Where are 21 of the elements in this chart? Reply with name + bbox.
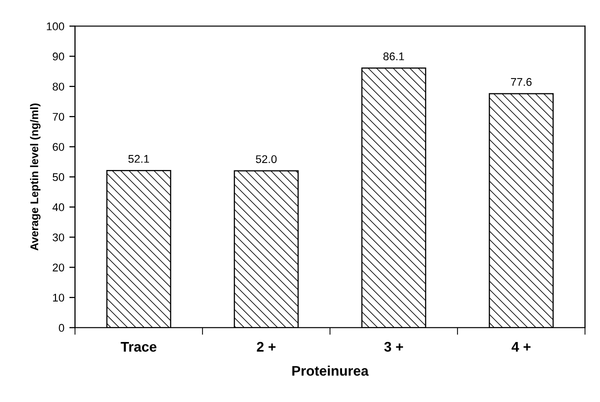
data-label: 52.0 — [256, 155, 277, 164]
y-tick-label: 90 — [52, 52, 64, 60]
data-label: 77.6 — [511, 78, 532, 86]
y-axis-title: Average Leptin level (ng/ml) — [30, 104, 40, 250]
y-tick-label: 60 — [52, 142, 64, 151]
x-tick-label: 3 + — [384, 342, 404, 352]
y-tick-label: 30 — [52, 233, 64, 242]
y-tick-label: 80 — [52, 82, 64, 91]
x-tick-label: 4 + — [512, 342, 531, 352]
y-tick-label: 10 — [53, 294, 64, 302]
data-label: 86.1 — [383, 52, 404, 60]
y-tick-label: 100 — [46, 22, 64, 30]
x-tick-label: Trace — [120, 342, 156, 352]
x-axis-title: Proteinurea — [292, 366, 369, 376]
y-tick-label: 0 — [58, 324, 64, 332]
y-tick-label: 20 — [52, 264, 64, 272]
data-label: 52.1 — [128, 154, 150, 163]
y-tick-label: 50 — [52, 173, 64, 182]
y-tick-label: 70 — [52, 112, 64, 121]
y-tick-label: 40 — [52, 203, 64, 212]
x-tick-label: 2 + — [256, 342, 276, 352]
